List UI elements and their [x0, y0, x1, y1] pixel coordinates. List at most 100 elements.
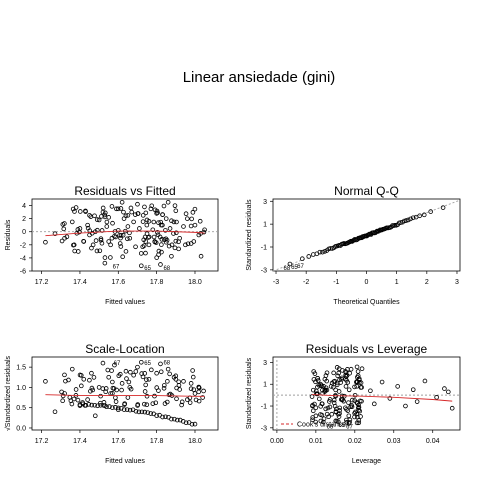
point-annotation: 68 — [163, 360, 170, 366]
data-point — [133, 369, 139, 374]
data-point — [113, 399, 119, 404]
lower-curve-point — [86, 402, 92, 407]
data-point — [143, 382, 148, 388]
data-point — [150, 401, 156, 406]
qq-point — [428, 209, 433, 214]
x-tick-label: 0.03 — [387, 438, 401, 445]
x-tick-label: 17.6 — [111, 438, 125, 445]
data-point — [163, 239, 169, 245]
cluster-point — [335, 373, 340, 379]
data-point — [98, 393, 103, 399]
data-point — [114, 206, 119, 212]
cluster-point — [354, 379, 359, 385]
data-point — [188, 223, 194, 229]
data-point — [109, 204, 115, 209]
lower-curve-point — [110, 405, 115, 410]
x-tick-label: 17.4 — [73, 438, 87, 445]
y-tick-label: 1.5 — [16, 365, 26, 372]
x-tick-label: 1 — [395, 279, 399, 286]
data-point — [192, 391, 198, 396]
cluster-point — [311, 377, 317, 382]
data-point — [135, 211, 141, 216]
point-annotation: 65 — [338, 423, 345, 429]
data-point — [100, 205, 106, 211]
cluster-point — [329, 411, 335, 417]
cluster-point — [331, 384, 336, 390]
data-point — [196, 385, 202, 390]
data-point — [121, 216, 127, 221]
smooth-line — [45, 394, 205, 397]
data-point — [69, 366, 75, 372]
data-point — [87, 232, 92, 238]
data-point — [96, 217, 102, 223]
data-point — [172, 245, 178, 251]
cluster-point — [340, 368, 345, 373]
data-point — [89, 245, 94, 251]
cluster-point — [352, 384, 357, 390]
data-point — [43, 379, 48, 384]
data-point — [395, 384, 400, 389]
cluster-point — [356, 404, 362, 410]
data-point — [158, 369, 164, 375]
data-point — [118, 233, 124, 238]
data-point — [59, 238, 65, 244]
y-axis-label: Standardized residuals — [246, 357, 253, 429]
data-point — [434, 395, 439, 400]
y-axis-label: Standardized residuals — [246, 199, 253, 271]
data-point — [119, 387, 124, 393]
data-point — [173, 208, 179, 214]
data-point — [135, 364, 140, 370]
cluster-point — [324, 378, 329, 384]
lower-curve-point — [127, 407, 133, 413]
cluster-point — [323, 373, 329, 378]
lower-curve-point — [121, 407, 127, 412]
data-point — [81, 239, 87, 244]
data-point — [190, 368, 195, 373]
lower-curve-point — [169, 416, 174, 422]
data-point — [202, 227, 207, 233]
y-tick-label: -6 — [20, 269, 26, 276]
data-point — [108, 255, 113, 260]
data-point — [156, 388, 161, 393]
data-point — [179, 402, 184, 408]
point-annotation: 65 — [144, 266, 151, 272]
cluster-point — [352, 398, 357, 403]
y-tick-label: -4 — [20, 255, 26, 262]
data-point — [190, 210, 196, 215]
data-point — [135, 201, 140, 207]
x-tick-label: 18.0 — [188, 438, 202, 445]
data-point — [60, 393, 66, 399]
data-point — [119, 381, 125, 386]
data-point — [133, 244, 138, 250]
data-point — [128, 369, 133, 375]
x-tick-label: 3 — [455, 279, 459, 286]
cluster-point — [355, 405, 361, 411]
y-tick-label: -3 — [261, 267, 267, 274]
cluster-point — [355, 414, 360, 420]
data-point — [149, 367, 154, 373]
data-point — [124, 376, 129, 381]
data-point — [144, 393, 150, 399]
data-point — [193, 397, 199, 403]
data-point — [165, 199, 171, 205]
data-point — [108, 242, 113, 248]
cluster-point — [354, 379, 360, 384]
lower-curve-point — [95, 403, 100, 409]
cluster-point — [318, 418, 324, 424]
cluster-point — [310, 417, 315, 423]
y-tick-label: 0.5 — [16, 405, 26, 412]
data-point — [387, 396, 393, 401]
lower-curve-point — [142, 409, 148, 415]
lower-curve-point — [136, 409, 142, 415]
x-tick-label: 0 — [365, 279, 369, 286]
data-point — [161, 203, 167, 209]
data-point — [200, 395, 205, 400]
cluster-point — [359, 398, 364, 404]
data-point — [85, 397, 90, 402]
data-point — [188, 241, 194, 246]
panel-title: Normal Q-Q — [334, 184, 399, 198]
data-point — [119, 199, 125, 205]
cluster-point — [310, 387, 316, 393]
data-point — [79, 383, 84, 389]
cluster-point — [328, 384, 334, 389]
